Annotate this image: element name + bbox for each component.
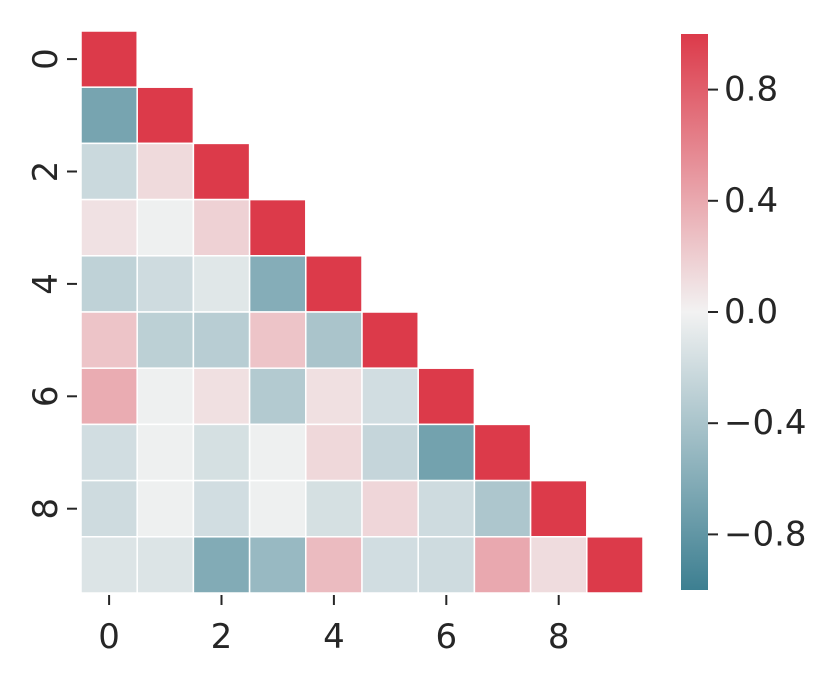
heatmap-cell-6-2: [192, 367, 251, 426]
y-tick-label: 0: [26, 48, 66, 70]
heatmap-cell-3-3: [248, 198, 307, 257]
heatmap-cell-8-0: [80, 479, 138, 538]
heatmap-cell-8-7: [473, 479, 532, 538]
colorbar-tick-label: 0.8: [724, 70, 778, 110]
heatmap-cell-8-5: [361, 479, 419, 538]
heatmap-cell-7-5: [361, 423, 419, 482]
heatmap-cell-9-6: [417, 536, 476, 594]
heatmap-cell-7-2: [192, 423, 251, 482]
heatmap-cell-8-3: [248, 479, 307, 538]
heatmap-cell-8-6: [417, 479, 476, 538]
heatmap-cell-5-2: [192, 311, 251, 369]
heatmap-cell-6-1: [136, 367, 195, 426]
x-tick-label: 2: [211, 617, 233, 657]
heatmap-cell-6-0: [80, 367, 138, 426]
heatmap-cell-2-2: [192, 142, 251, 201]
y-tick-label: 2: [26, 161, 66, 183]
heatmap-cell-4-0: [80, 255, 138, 313]
heatmap-cell-9-3: [248, 536, 307, 594]
heatmap-cell-6-6: [417, 367, 476, 426]
heatmap-cell-8-8: [529, 479, 588, 538]
heatmap-cell-5-5: [361, 311, 419, 369]
heatmap-cell-4-2: [192, 255, 251, 313]
heatmap-cell-6-5: [361, 367, 419, 426]
heatmap-cell-7-0: [80, 423, 138, 482]
heatmap-cell-3-0: [80, 198, 138, 257]
heatmap-cell-5-3: [248, 311, 307, 369]
heatmap-cell-2-1: [136, 142, 195, 201]
heatmap-cell-7-1: [136, 423, 195, 482]
y-tick-label: 4: [26, 273, 66, 295]
heatmap-cell-9-7: [473, 536, 532, 594]
heatmap-cell-4-1: [136, 255, 195, 313]
heatmap-cells: [80, 30, 644, 594]
heatmap-cell-2-0: [80, 142, 138, 201]
colorbar-tick-label: −0.8: [724, 514, 807, 554]
x-tick-label: 4: [323, 617, 345, 657]
heatmap-cell-9-0: [80, 536, 138, 594]
heatmap-cell-4-3: [248, 255, 307, 313]
heatmap-cell-9-2: [192, 536, 251, 594]
heatmap-cell-9-5: [361, 536, 419, 594]
x-tick-label: 8: [548, 617, 570, 657]
heatmap-cell-5-4: [305, 311, 363, 369]
colorbar-gradient: [681, 34, 708, 590]
heatmap-cell-1-0: [80, 86, 138, 145]
x-axis: 0 2 4 6 8: [98, 595, 570, 657]
colorbar: 0.8 0.4 0.0 −0.4 −0.8: [681, 34, 807, 590]
heatmap-cell-9-4: [305, 536, 363, 594]
colorbar-tick-label: −0.4: [724, 403, 807, 443]
heatmap-cell-8-4: [305, 479, 363, 538]
colorbar-ticks: 0.8 0.4 0.0 −0.4 −0.8: [708, 70, 807, 554]
heatmap-cell-7-4: [305, 423, 363, 482]
y-tick-label: 8: [26, 498, 66, 520]
heatmap-cell-0-0: [80, 30, 138, 88]
x-tick-label: 0: [98, 617, 120, 657]
heatmap-cell-3-1: [136, 198, 195, 257]
heatmap-cell-7-7: [473, 423, 532, 482]
heatmap-cell-1-1: [136, 86, 195, 145]
heatmap-cell-9-1: [136, 536, 195, 594]
heatmap-cell-5-1: [136, 311, 195, 369]
heatmap-cell-3-2: [192, 198, 251, 257]
heatmap-cell-8-1: [136, 479, 195, 538]
x-tick-label: 6: [435, 617, 457, 657]
heatmap-cell-7-6: [417, 423, 476, 482]
colorbar-tick-label: 0.4: [724, 181, 778, 221]
heatmap-cell-9-8: [529, 536, 588, 594]
heatmap-cell-6-3: [248, 367, 307, 426]
heatmap-cell-6-4: [305, 367, 363, 426]
heatmap-cell-4-4: [305, 255, 363, 313]
heatmap-cell-5-0: [80, 311, 138, 369]
heatmap-cell-9-9: [586, 536, 644, 594]
heatmap-cell-8-2: [192, 479, 251, 538]
heatmap-cell-7-3: [248, 423, 307, 482]
y-axis: 0 2 4 6 8: [26, 48, 77, 520]
colorbar-tick-label: 0.0: [724, 292, 778, 332]
y-tick-label: 6: [26, 385, 66, 407]
